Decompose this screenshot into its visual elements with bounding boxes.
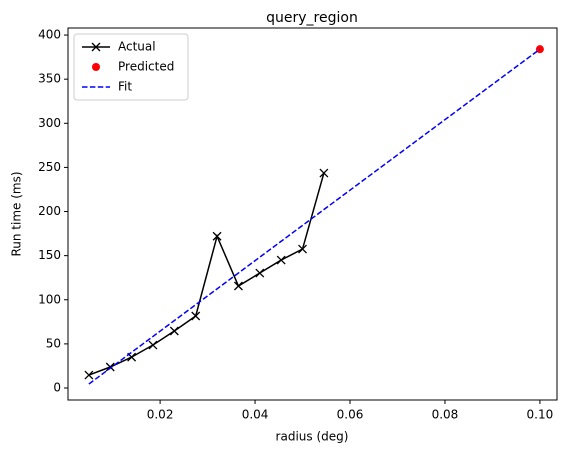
y-tick-label: 150: [38, 248, 61, 262]
legend-box: [73, 33, 189, 101]
data-point: [148, 340, 158, 350]
legend-label: Actual: [118, 40, 156, 54]
x-tick-label: 0.08: [432, 408, 459, 422]
data-point: [212, 231, 222, 241]
x-axis-label: radius (deg): [276, 430, 349, 444]
x-tick-label: 0.02: [147, 408, 174, 422]
legend-marker: [92, 63, 100, 71]
legend-label: Predicted: [118, 60, 174, 74]
data-point: [255, 268, 265, 278]
data-point: [191, 311, 201, 321]
data-point: [535, 45, 544, 54]
chart-title: query_region: [266, 10, 358, 26]
data-point: [105, 362, 115, 372]
x-tick-label: 0.10: [527, 408, 554, 422]
y-tick-label: 200: [38, 204, 61, 218]
x-tick-label: 0.04: [242, 408, 269, 422]
y-axis-label: Run time (ms): [10, 171, 24, 256]
y-tick-label: 250: [38, 160, 61, 174]
legend-marker: [91, 42, 101, 52]
data-point: [298, 244, 307, 254]
series-line: [88, 172, 325, 376]
data-point: [84, 370, 94, 380]
data-point: [233, 281, 243, 291]
data-point: [319, 168, 329, 178]
y-tick-label: 350: [38, 72, 61, 86]
data-point: [169, 326, 179, 336]
y-tick-label: 100: [38, 292, 61, 306]
y-tick-label: 50: [46, 336, 61, 350]
y-tick-label: 300: [38, 116, 61, 130]
plot-frame: [67, 27, 558, 401]
x-tick-label: 0.06: [337, 408, 364, 422]
y-tick-label: 400: [38, 28, 61, 42]
series-line: [88, 48, 541, 385]
data-point: [276, 255, 286, 265]
y-tick-label: 0: [53, 381, 61, 395]
legend-label: Fit: [118, 80, 132, 94]
